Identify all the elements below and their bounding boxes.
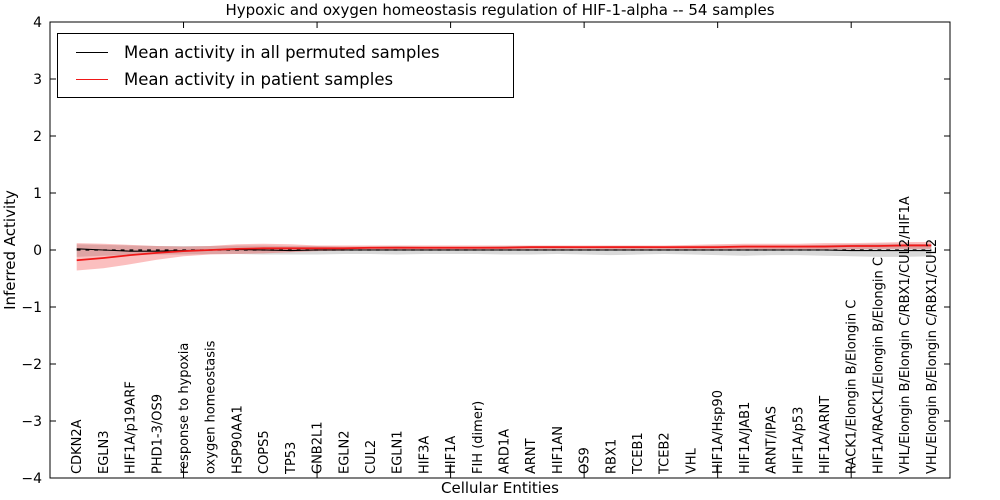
x-category-label: HIF1A/Hsp90 xyxy=(711,390,726,474)
x-category-label: HIF1A/JAB1 xyxy=(738,402,753,474)
x-category-label: RACK1/Elongin B/Elongin C xyxy=(845,300,860,474)
y-tick-label: 0 xyxy=(33,243,42,259)
x-category-label: VHL xyxy=(684,447,699,474)
x-category-label: PHD1-3/OS9 xyxy=(150,394,165,474)
legend-label-permuted: Mean activity in all permuted samples xyxy=(124,43,440,62)
x-category-label: VHL/Elongin B/Elongin C/RBX1/CUL2/HIF1A xyxy=(898,196,913,474)
y-tick-label: −4 xyxy=(21,471,42,487)
legend-entry-permuted: Mean activity in all permuted samples xyxy=(58,39,513,66)
x-category-label: HIF1A/ARNT xyxy=(818,396,833,474)
chart-title: Hypoxic and oxygen homeostasis regulatio… xyxy=(225,1,775,19)
x-category-label: response to hypoxia xyxy=(177,343,192,474)
permuted-line-sample xyxy=(76,52,108,53)
x-category-label: COPS5 xyxy=(257,430,272,474)
y-axis-label: Inferred Activity xyxy=(1,190,19,310)
x-category-label: FIH (dimer) xyxy=(471,401,486,474)
y-tick-label: −1 xyxy=(21,300,42,316)
x-category-label: GNB2L1 xyxy=(311,421,326,474)
x-category-label: HIF3A xyxy=(417,436,432,474)
y-tick-label: 1 xyxy=(33,186,42,202)
x-category-label: HIF1A xyxy=(444,436,459,474)
x-category-label: HIF1A/p53 xyxy=(791,407,806,474)
x-category-label: VHL/Elongin B/Elongin C/RBX1/CUL2 xyxy=(925,239,940,474)
x-category-label: HIF1A/RACK1/Elongin B/Elongin C xyxy=(871,257,886,474)
y-tick-label: −3 xyxy=(21,414,42,430)
legend: Mean activity in all permuted samples Me… xyxy=(57,33,514,98)
x-category-label: OS9 xyxy=(578,447,593,474)
x-category-label: oxygen homeostasis xyxy=(204,340,219,474)
x-category-label: EGLN2 xyxy=(337,430,352,474)
x-category-label: HIF1AN xyxy=(551,426,566,474)
legend-entry-patient: Mean activity in patient samples xyxy=(58,66,513,93)
x-axis-label: Cellular Entities xyxy=(441,479,559,497)
x-category-label: CUL2 xyxy=(364,440,379,474)
y-tick-label: 4 xyxy=(33,15,42,31)
legend-label-patient: Mean activity in patient samples xyxy=(124,70,394,89)
patient-mean-line xyxy=(76,244,932,262)
x-category-label: CDKN2A xyxy=(70,419,85,474)
x-category-label: RBX1 xyxy=(604,439,619,474)
x-category-label: ARD1A xyxy=(498,429,513,474)
x-category-label: TCEB2 xyxy=(658,432,673,475)
x-category-label: EGLN1 xyxy=(391,430,406,474)
y-tick-label: 2 xyxy=(33,129,42,145)
x-category-label: EGLN3 xyxy=(97,430,112,474)
x-category-label: TP53 xyxy=(284,442,299,475)
x-category-label: ARNT xyxy=(524,438,539,474)
x-category-label: HSP90AA1 xyxy=(230,405,245,474)
x-category-label: HIF1A/p19ARF xyxy=(124,381,139,474)
x-category-label: TCEB1 xyxy=(631,432,646,475)
y-tick-label: 3 xyxy=(33,72,42,88)
y-tick-label: −2 xyxy=(21,357,42,373)
patient-line-sample xyxy=(76,79,108,80)
x-category-label: ARNT/IPAS xyxy=(765,406,780,474)
